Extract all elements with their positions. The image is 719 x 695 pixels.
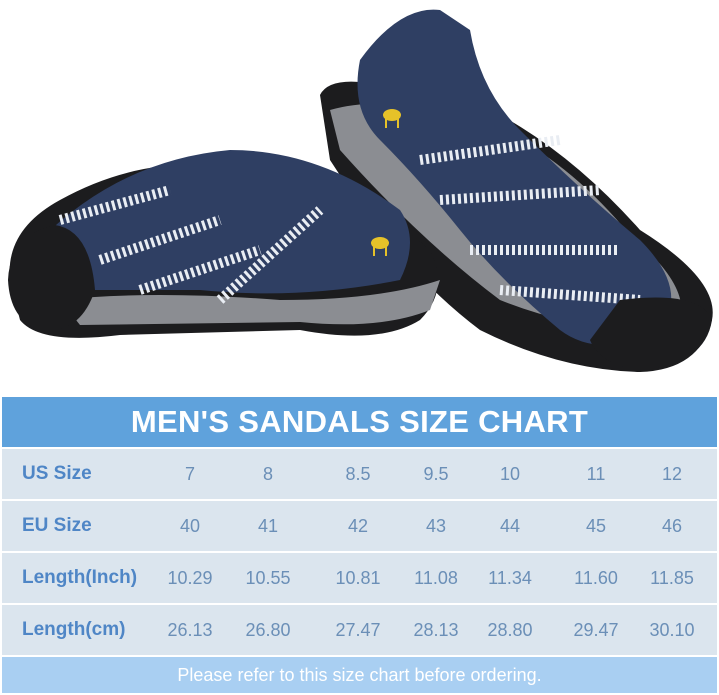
- table-cell: 46: [661, 516, 683, 536]
- size-chart-title: MEN'S SANDALS SIZE CHART: [2, 397, 717, 447]
- table-cell: 10.81: [335, 568, 381, 588]
- table-cell: 44: [499, 516, 521, 536]
- table-cell: 11.34: [488, 568, 532, 588]
- table-row: Length(Inch) 10.29 10.55 10.81 11.08 11.34 11.…: [2, 553, 717, 603]
- table-cell: 28.13: [413, 620, 459, 640]
- product-photo: [8, 9, 713, 373]
- size-chart-note: Please refer to this size chart before o…: [2, 657, 717, 693]
- table-cell: 10.55: [245, 568, 291, 588]
- table-cell: 30.10: [649, 620, 695, 640]
- camel-logo-icon: [383, 109, 401, 128]
- right-sandal: [320, 9, 713, 373]
- table-cell: 11.60: [574, 568, 618, 588]
- table-row: Length(cm) 26.13 26.80 27.47 28.13 28.80 29.47…: [2, 605, 717, 655]
- table-cell: 45: [585, 516, 607, 536]
- table-cell: 7: [184, 464, 195, 484]
- table-cell: 29.47: [573, 620, 619, 640]
- table-cell: 10: [499, 464, 521, 484]
- table-cell: 43: [425, 516, 447, 536]
- table-cell: 8.5: [345, 464, 371, 484]
- table-cell: 42: [347, 516, 369, 536]
- table-cell: 26.80: [245, 620, 291, 640]
- size-chart: MEN'S SANDALS SIZE CHART US Size 7 8 8.5 9.5…: [2, 397, 717, 693]
- table-row: EU Size 40 41 42 43 44 45 46: [2, 501, 717, 551]
- row-label: Length(Inch): [22, 567, 138, 588]
- table-cell: 8: [262, 464, 273, 484]
- table-cell: 28.80: [487, 620, 533, 640]
- row-label: US Size: [22, 463, 92, 484]
- table-cell: 11.85: [650, 568, 694, 588]
- table-cell: 9.5: [423, 464, 449, 484]
- left-sandal: [8, 150, 440, 338]
- table-cell: 10.29: [167, 568, 213, 588]
- row-label: Length(cm): [22, 619, 126, 640]
- table-cell: 11.08: [414, 568, 458, 588]
- table-row: US Size 7 8 8.5 9.5 10 11 12: [2, 449, 717, 499]
- table-cell: 40: [179, 516, 201, 536]
- row-label: EU Size: [22, 515, 92, 536]
- table-cell: 26.13: [167, 620, 213, 640]
- camel-logo-icon: [371, 237, 389, 256]
- table-cell: 11: [586, 464, 606, 484]
- table-cell: 41: [257, 516, 279, 536]
- table-cell: 27.47: [335, 620, 381, 640]
- table-cell: 12: [661, 464, 683, 484]
